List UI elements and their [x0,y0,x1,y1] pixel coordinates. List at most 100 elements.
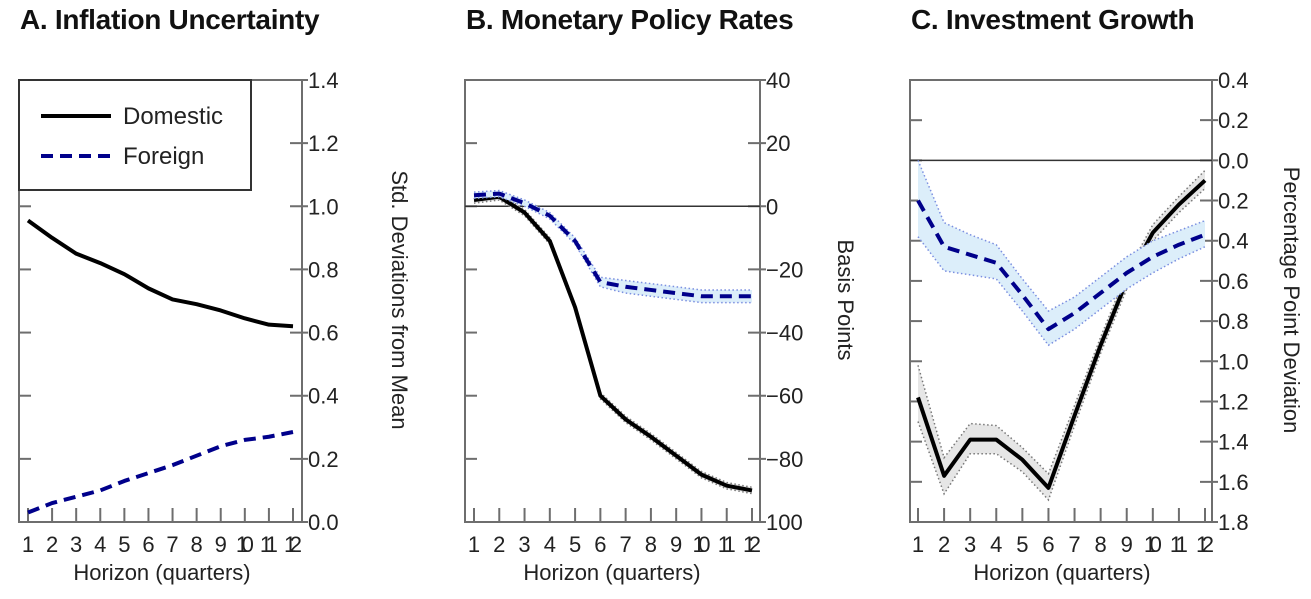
y-tick-label: −20 [766,257,803,282]
panel-a-title: A. Inflation Uncertainty [20,4,320,35]
panel-b-title: B. Monetary Policy Rates [466,4,794,35]
x-tick-label: 7 [166,532,178,557]
y-tick-label: 1.6 [1218,470,1249,495]
plot-frame [909,79,1213,523]
y-tick-label: 1.4 [308,68,339,93]
panel-a: 0.00.20.40.60.81.01.21.41 2 3 4 5 6 7 8 9 10 11 12H… [18,68,412,585]
series-line-domestic [916,178,1207,490]
x-tick-label: 7 [620,532,632,557]
confidence-band-domestic [918,170,1205,500]
x-tick-label: 2 [938,532,950,557]
legend-box [18,79,252,191]
x-tick-label: 9 [215,532,227,557]
x-tick-label: 5 [118,532,130,557]
x-tick-label: 11 [260,532,278,557]
series-line-foreign [27,430,294,515]
x-tick-label: 1 [22,532,34,557]
plot-frame [464,79,761,523]
x-axis-label: Horizon (quarters) [973,560,1150,585]
x-tick-label: 2 [493,532,505,557]
y-tick-label: 0.4 [1218,68,1249,93]
y-tick-label: 100 [766,510,803,535]
confidence-band-foreign [474,190,752,303]
y-tick-label: 0.6 [1218,269,1249,294]
y-tick-label: −40 [766,321,803,346]
y-tick-label: 40 [766,68,790,93]
x-tick-label: 10 [692,532,710,557]
y-tick-label: −60 [766,384,803,409]
y-tick-label: 1.4 [1218,430,1249,455]
y-axis-label: Std. Deviations from Mean [387,170,412,429]
x-tick-label: 5 [569,532,581,557]
y-tick-label: 0.2 [1218,189,1249,214]
legend-label-domestic: Domestic [123,103,223,130]
x-tick-label: 8 [645,532,657,557]
y-axis-label: Percentage Point Deviation [1279,167,1304,434]
x-tick-label: 12 [1196,532,1214,557]
x-tick-label: 10 [1144,532,1162,557]
x-tick-label: 4 [544,532,556,557]
y-tick-label: 0 [766,194,778,219]
y-axis-label: Basis Points [833,239,858,360]
x-tick-label: 7 [1068,532,1080,557]
series-line-foreign [473,191,752,299]
x-tick-label: 11 [1170,532,1188,557]
x-tick-label: 8 [1095,532,1107,557]
confidence-band-foreign [918,160,1205,346]
y-tick-label: 1.2 [1218,389,1249,414]
band-upper-foreign [473,189,752,291]
x-tick-label: 6 [142,532,154,557]
x-tick-label: 12 [284,532,302,557]
x-tick-label: 9 [670,532,682,557]
x-tick-label: 4 [94,532,106,557]
x-axis-label: Horizon (quarters) [73,560,250,585]
legend-label-foreign: Foreign [123,143,204,170]
confidence-band-domestic [474,193,752,494]
band-lower-foreign [473,196,752,304]
band-lower-domestic [473,199,753,495]
x-tick-label: 6 [1042,532,1054,557]
y-tick-label: −80 [766,447,803,472]
band-lower-foreign [917,236,1206,347]
x-tick-label: 3 [518,532,530,557]
legend: Domestic Foreign [18,79,252,191]
x-tick-label: 8 [191,532,203,557]
series-line-domestic [473,194,753,493]
series-line-domestic [26,218,294,329]
x-tick-label: 5 [1016,532,1028,557]
x-tick-label: 12 [743,532,761,557]
x-tick-label: 11 [718,532,736,557]
band-upper-domestic [917,169,1206,476]
x-tick-label: 10 [236,532,254,557]
x-axis-label: Horizon (quarters) [523,560,700,585]
y-tick-label: 20 [766,131,790,156]
x-tick-label: 3 [964,532,976,557]
x-tick-label: 2 [46,532,58,557]
band-lower-domestic [917,187,1206,502]
x-tick-label: 1 [468,532,480,557]
y-tick-label: 1.0 [308,194,339,219]
x-tick-label: 4 [990,532,1002,557]
series-line-foreign [916,199,1206,332]
x-tick-label: 6 [594,532,606,557]
y-tick-label: 0.2 [308,447,339,472]
y-tick-label: 1.0 [1218,349,1249,374]
y-tick-label: 0.0 [308,510,339,535]
y-tick-label: 0.2 [1218,108,1249,133]
y-tick-label: 0.0 [1218,148,1249,173]
y-tick-label: 1.2 [308,131,339,156]
y-tick-label: 0.8 [1218,309,1249,334]
panel-c-title: C. Investment Growth [911,4,1195,35]
panel-c: 1.81.61.41.21.00.80.60.40.20.00.20.41 2 3 4… [909,68,1304,585]
y-tick-label: 0.4 [1218,229,1249,254]
y-tick-label: 1.8 [1218,510,1249,535]
y-tick-label: 0.8 [308,257,339,282]
y-tick-label: 0.4 [308,384,339,409]
x-tick-label: 3 [70,532,82,557]
y-tick-label: 0.6 [308,321,339,346]
x-tick-label: 1 [912,532,924,557]
band-upper-domestic [473,192,753,489]
x-tick-label: 9 [1121,532,1133,557]
